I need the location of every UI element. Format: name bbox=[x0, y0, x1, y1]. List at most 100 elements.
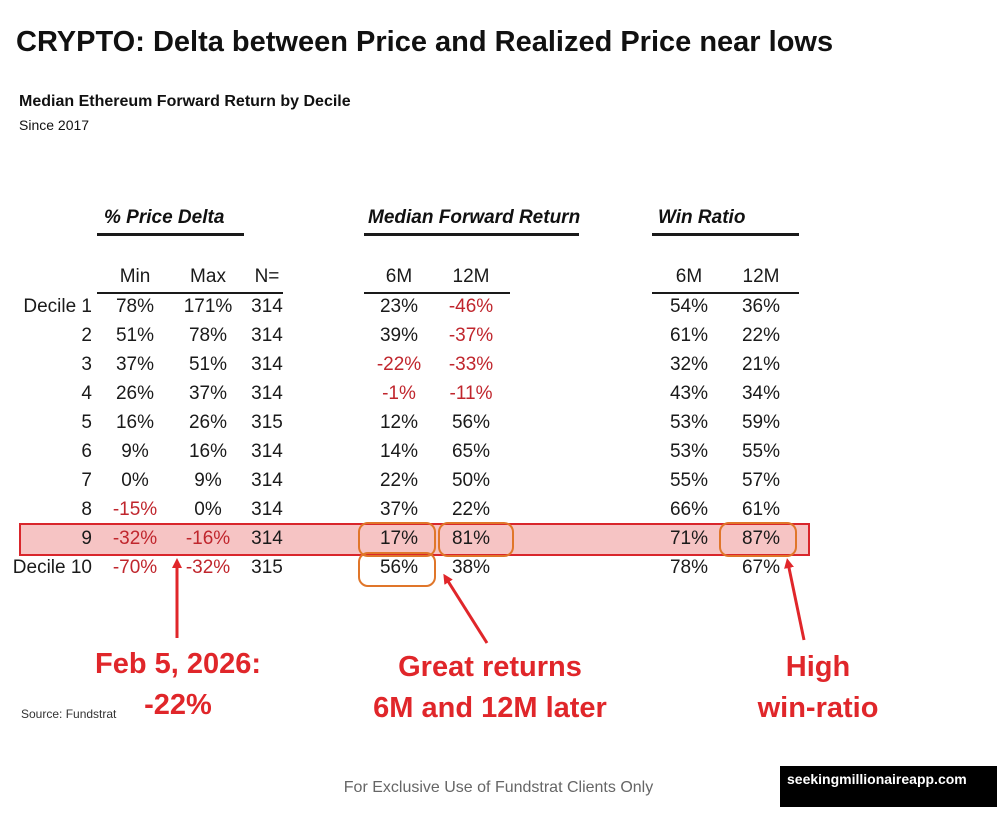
annotation-returns-line2: 6M and 12M later bbox=[373, 692, 607, 724]
col-header-return-12m: 12M bbox=[452, 266, 490, 287]
cell-ret-6m: 39% bbox=[379, 325, 419, 346]
cell-win-6m: 43% bbox=[669, 383, 709, 404]
footer-disclaimer: For Exclusive Use of Fundstrat Clients O… bbox=[343, 779, 654, 796]
cell-win-12m: 59% bbox=[741, 412, 781, 433]
cell-win-6m: 55% bbox=[669, 470, 709, 491]
col-header-win-6m: 6M bbox=[675, 266, 703, 287]
cell-win-12m: 87% bbox=[741, 528, 781, 549]
cell-min: 0% bbox=[121, 470, 149, 491]
cell-ret-12m: 81% bbox=[451, 528, 491, 549]
watermark-banner bbox=[780, 766, 997, 807]
cell-min: -70% bbox=[112, 557, 158, 578]
cell-ret-6m: 37% bbox=[379, 499, 419, 520]
row-label: 3 bbox=[81, 354, 92, 375]
annotation-returns-line1: Great returns bbox=[398, 651, 582, 683]
cell-win-12m: 34% bbox=[741, 383, 781, 404]
cell-ret-12m: -37% bbox=[448, 325, 494, 346]
cell-win-6m: 61% bbox=[669, 325, 709, 346]
row-label: Decile 10 bbox=[12, 557, 92, 578]
cell-win-6m: 53% bbox=[669, 412, 709, 433]
cell-ret-12m: -11% bbox=[449, 383, 493, 404]
arrow-high-win-ratio bbox=[784, 558, 806, 641]
col-header-win-12m: 12M bbox=[742, 266, 780, 287]
cell-n: 314 bbox=[251, 528, 283, 549]
cell-min: -15% bbox=[112, 499, 158, 520]
cell-win-12m: 21% bbox=[741, 354, 781, 375]
cell-max: -16% bbox=[185, 528, 231, 549]
cell-min: 51% bbox=[115, 325, 155, 346]
circle-decile9-return-12m bbox=[438, 522, 514, 557]
cell-n: 315 bbox=[251, 557, 283, 578]
cell-ret-12m: 38% bbox=[451, 557, 491, 578]
header-underline-win bbox=[652, 292, 799, 294]
group-header-price-delta: % Price Delta bbox=[104, 207, 225, 228]
cell-n: 314 bbox=[251, 325, 283, 346]
cell-win-12m: 55% bbox=[741, 441, 781, 462]
cell-n: 314 bbox=[251, 499, 283, 520]
annotation-high-win-ratio: High win-ratio bbox=[738, 647, 898, 729]
row-label: 8 bbox=[81, 499, 92, 520]
header-underline-return bbox=[364, 292, 510, 294]
source-note: Source: Fundstrat bbox=[21, 707, 117, 721]
circle-decile10-return-6m bbox=[358, 552, 436, 587]
cell-win-12m: 22% bbox=[741, 325, 781, 346]
col-header-n: N= bbox=[254, 266, 280, 287]
cell-n: 314 bbox=[251, 470, 283, 491]
cell-max: 37% bbox=[188, 383, 228, 404]
cell-max: 9% bbox=[194, 470, 222, 491]
cell-ret-6m: 14% bbox=[379, 441, 419, 462]
group-header-median-forward-return: Median Forward Return bbox=[368, 207, 581, 228]
cell-n: 314 bbox=[251, 296, 283, 317]
annotation-winratio-line2: win-ratio bbox=[757, 692, 879, 724]
cell-ret-6m: -22% bbox=[376, 354, 422, 375]
cell-ret-12m: 56% bbox=[451, 412, 491, 433]
group-underline-win-ratio bbox=[652, 233, 799, 236]
annotation-feb-line2: -22% bbox=[144, 689, 212, 721]
annotation-winratio-line1: High bbox=[785, 651, 851, 683]
col-header-min: Min bbox=[119, 266, 151, 287]
circle-decile9-win-12m bbox=[719, 522, 797, 557]
cell-max: -32% bbox=[185, 557, 231, 578]
cell-win-6m: 53% bbox=[669, 441, 709, 462]
cell-n: 315 bbox=[251, 412, 283, 433]
col-header-max: Max bbox=[190, 266, 226, 287]
row-label: 7 bbox=[81, 470, 92, 491]
cell-ret-12m: -46% bbox=[448, 296, 494, 317]
cell-n: 314 bbox=[251, 441, 283, 462]
cell-win-12m: 57% bbox=[741, 470, 781, 491]
cell-win-6m: 66% bbox=[669, 499, 709, 520]
cell-ret-6m: 23% bbox=[379, 296, 419, 317]
row-label: Decile 1 bbox=[23, 296, 92, 317]
cell-ret-6m: 12% bbox=[379, 412, 419, 433]
cell-max: 78% bbox=[188, 325, 228, 346]
cell-max: 51% bbox=[188, 354, 228, 375]
group-underline-median-forward-return bbox=[364, 233, 579, 236]
cell-ret-12m: 65% bbox=[451, 441, 491, 462]
cell-ret-6m: -1% bbox=[382, 383, 416, 404]
annotation-great-returns: Great returns 6M and 12M later bbox=[350, 647, 630, 729]
cell-ret-6m: 17% bbox=[379, 528, 419, 549]
cell-min: 78% bbox=[115, 296, 155, 317]
group-underline-price-delta bbox=[97, 233, 244, 236]
cell-ret-12m: 50% bbox=[451, 470, 491, 491]
cell-min: -32% bbox=[112, 528, 158, 549]
cell-max: 0% bbox=[194, 499, 222, 520]
cell-min: 16% bbox=[115, 412, 155, 433]
table-since-note: Since 2017 bbox=[19, 117, 90, 133]
page-title: CRYPTO: Delta between Price and Realized… bbox=[16, 26, 834, 58]
cell-n: 314 bbox=[251, 354, 283, 375]
watermark-site-text: seekingmillionaireapp.com bbox=[787, 771, 967, 787]
cell-min: 26% bbox=[115, 383, 155, 404]
row-label: 5 bbox=[81, 412, 92, 433]
cell-win-12m: 36% bbox=[741, 296, 781, 317]
cell-ret-12m: -33% bbox=[448, 354, 494, 375]
annotation-feb-line1: Feb 5, 2026: bbox=[94, 648, 262, 680]
annotation-feb: Feb 5, 2026: -22% bbox=[68, 644, 288, 726]
cell-ret-6m: 56% bbox=[379, 557, 419, 578]
group-header-win-ratio: Win Ratio bbox=[658, 207, 746, 228]
header-underline-price-delta bbox=[97, 292, 283, 294]
cell-win-6m: 78% bbox=[669, 557, 709, 578]
row-label: 2 bbox=[81, 325, 92, 346]
row-label: 4 bbox=[81, 383, 92, 404]
